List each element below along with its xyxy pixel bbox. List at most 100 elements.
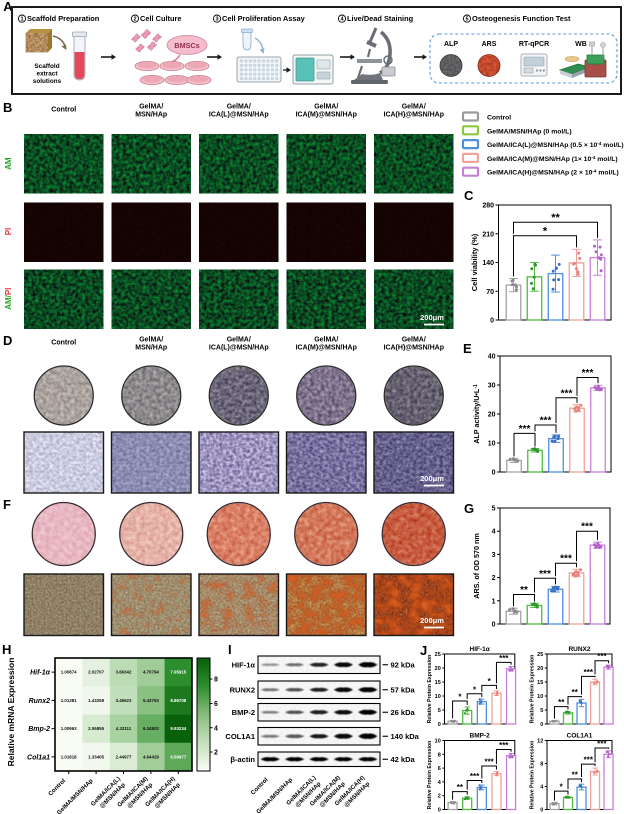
svg-text:solutions: solutions [33,78,62,85]
svg-text:**: ** [551,212,560,224]
svg-text:GelMA/: GelMA/ [227,336,251,343]
svg-text:ICA(H)@MSN/HAp: ICA(H)@MSN/HAp [384,111,444,118]
svg-text:Cell viability (%): Cell viability (%) [470,233,479,291]
svg-text:***: *** [540,416,552,427]
svg-text:Control: Control [487,115,511,122]
svg-text:ICA(H)@MSN/HAp: ICA(H)@MSN/HAp [384,344,444,351]
svg-text:COL1A1: COL1A1 [567,733,593,740]
svg-text:8: 8 [438,752,441,758]
svg-text:5: 5 [492,506,496,513]
svg-text:3: 3 [492,552,496,559]
svg-text:140 kDa: 140 kDa [391,732,420,741]
svg-text:10: 10 [488,441,496,448]
svg-text:4: 4 [214,725,218,732]
svg-text:GelMA/: GelMA/ [227,103,251,110]
svg-text:Relative Protein Expression: Relative Protein Expression [427,655,433,724]
svg-text:70: 70 [486,289,494,296]
svg-text:20: 20 [435,666,441,672]
svg-text:3.66342: 3.66342 [116,670,132,675]
svg-text:0: 0 [492,622,496,629]
svg-text:4.70794: 4.70794 [143,670,159,675]
svg-text:ICA(L)@MSN/HAp: ICA(L)@MSN/HAp [209,111,269,118]
svg-text:MSN/HAp: MSN/HAp [135,111,167,118]
svg-text:7.95915: 7.95915 [170,670,186,675]
svg-text:***: *** [499,654,509,663]
svg-text:0: 0 [438,807,441,813]
svg-text:15: 15 [537,680,543,686]
svg-text:6: 6 [438,766,441,772]
svg-text:Hif-1α: Hif-1α [30,670,51,677]
svg-text:2: 2 [492,575,496,582]
svg-text:1.43258: 1.43258 [88,698,104,703]
svg-text:GelMA/: GelMA/ [139,336,163,343]
svg-text:BMSCs: BMSCs [174,41,199,50]
svg-text:HIF-1α: HIF-1α [470,646,490,653]
svg-text:4: 4 [492,529,496,536]
svg-text:25: 25 [537,652,543,658]
svg-text:RT-qPCR: RT-qPCR [519,41,549,48]
svg-text:4: 4 [340,17,344,23]
svg-text:GelMA/ICA(H)@MSN/HAp (2 × 10-4: GelMA/ICA(H)@MSN/HAp (2 × 10-4 mol/L) [487,169,619,177]
svg-text:ICA(M)@MSN/HAp: ICA(M)@MSN/HAp [296,111,357,118]
svg-text:20: 20 [488,412,496,419]
svg-text:26 kDa: 26 kDa [391,708,416,717]
svg-text:Osteogenesis Function Test: Osteogenesis Function Test [472,14,571,23]
svg-text:**: ** [520,585,528,596]
svg-text:200μm: 200μm [420,313,444,322]
svg-text:5: 5 [438,708,441,714]
svg-text:***: *** [597,740,607,749]
svg-text:ARS. of OD 570 nm: ARS. of OD 570 nm [472,533,481,599]
svg-text:1.01818: 1.01818 [61,754,77,759]
svg-text:Runx2: Runx2 [29,698,51,705]
svg-text:1.00963: 1.00963 [61,726,77,731]
svg-text:GelMA/: GelMA/ [402,336,426,343]
svg-text:***: *** [581,522,593,533]
svg-text:2: 2 [133,17,136,23]
svg-text:Col1a1: Col1a1 [27,754,50,761]
svg-text:0: 0 [540,722,543,728]
svg-text:92 kDa: 92 kDa [391,660,416,669]
svg-text:A: A [3,0,13,14]
svg-text:Scaffold Preparation: Scaffold Preparation [27,14,100,23]
svg-text:***: *** [484,758,494,767]
svg-text:9.93234: 9.93234 [170,726,186,731]
svg-text:4.33111: 4.33111 [116,726,132,731]
svg-text:***: *** [539,569,551,580]
svg-text:C: C [464,188,474,203]
svg-text:Control: Control [51,107,76,114]
svg-text:AM/PI: AM/PI [4,288,13,310]
svg-text:J: J [420,643,427,658]
svg-text:3.46623: 3.46623 [116,698,132,703]
svg-text:**: ** [457,783,464,792]
svg-text:***: *** [597,652,607,661]
svg-text:20: 20 [537,666,543,672]
svg-text:I: I [228,642,232,657]
svg-text:**: ** [572,771,579,780]
svg-text:210: 210 [482,231,494,238]
svg-text:***: *** [582,368,594,379]
svg-text:Bmp-2: Bmp-2 [28,726,50,733]
svg-text:0: 0 [492,470,496,477]
svg-text:extract: extract [37,71,59,78]
svg-text:ICA(L)@MSN/HAp: ICA(L)@MSN/HAp [209,344,269,351]
svg-text:ALP: ALP [444,41,458,48]
svg-text:ARS: ARS [482,41,497,48]
svg-text:10: 10 [435,738,441,744]
svg-text:RUNX2: RUNX2 [230,685,255,694]
svg-text:RUNX2: RUNX2 [568,646,590,653]
svg-text:Live/Dead Staining: Live/Dead Staining [347,14,414,23]
svg-text:3: 3 [215,17,218,23]
svg-text:1: 1 [492,598,496,605]
svg-text:GelMA/ICA(M)@MSN/HAp (1× 10-4: GelMA/ICA(M)@MSN/HAp (1× 10-4 mol/L) [487,155,618,163]
svg-text:GelMA/: GelMA/ [139,103,163,110]
svg-text:β-actin: β-actin [230,755,255,764]
svg-text:12: 12 [537,738,543,744]
svg-text:Relative Protein Expression: Relative Protein Expression [530,741,536,810]
svg-text:***: *** [519,424,531,435]
svg-text:8.86708: 8.86708 [170,698,186,703]
svg-text:F: F [3,497,11,512]
svg-text:Cell Culture: Cell Culture [140,14,181,23]
svg-text:25: 25 [435,652,441,658]
svg-text:G: G [464,501,474,516]
svg-text:D: D [3,333,12,348]
